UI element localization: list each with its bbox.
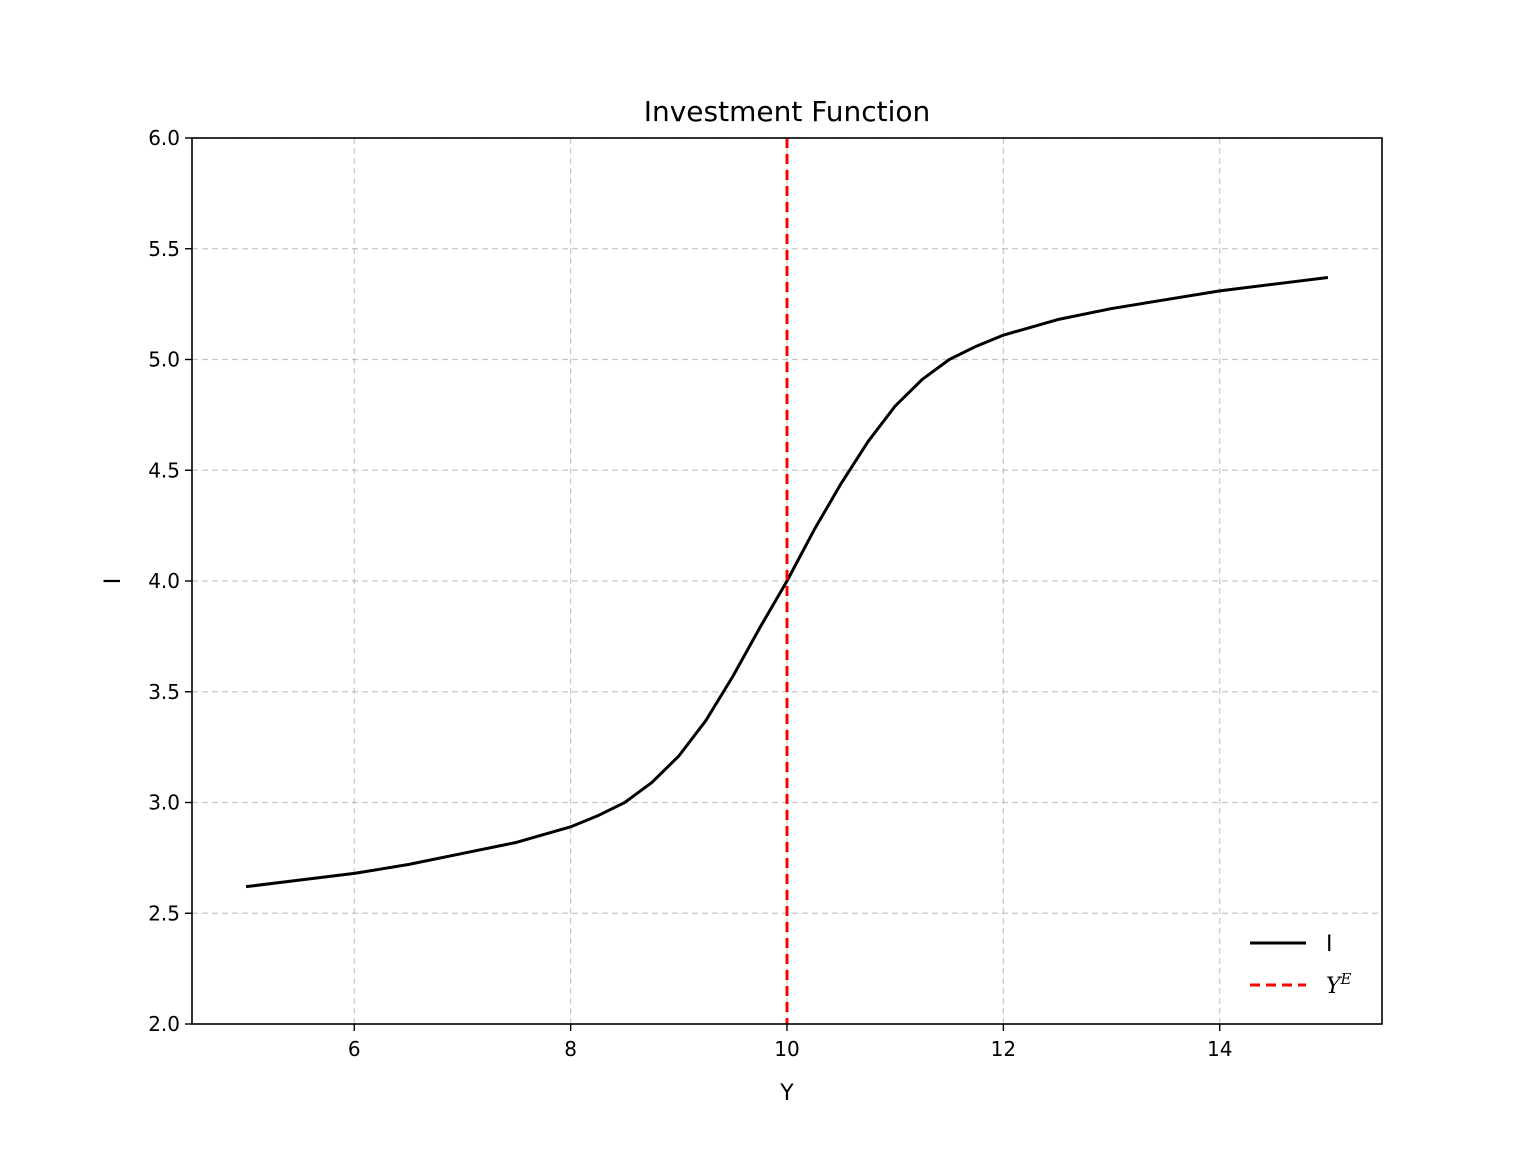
series-line-i	[245, 276, 1329, 889]
legend-label-i: I	[1326, 932, 1333, 957]
y-tick-label: 5.0	[148, 348, 180, 372]
x-tick-label: 14	[1207, 1037, 1232, 1061]
chart-title: Investment Function	[644, 95, 931, 128]
legend: I YE	[1250, 932, 1352, 999]
y-tick-label: 2.5	[148, 901, 180, 925]
y-tick-label: 4.0	[148, 569, 180, 593]
y-tick-label: 4.5	[148, 458, 180, 482]
x-tick-label: 10	[774, 1037, 799, 1061]
x-tick-label: 6	[348, 1037, 361, 1061]
ticks: 6 8 10 12 14 2.0 2.5 3.0 3.5 4.0 4.5 5.0 5.5 6.0	[148, 126, 1232, 1061]
legend-label-ye-base: Y	[1326, 974, 1343, 999]
y-tick-label: 3.5	[148, 680, 180, 704]
y-axis-label: I	[101, 578, 126, 585]
x-axis-label: Y	[779, 1081, 794, 1106]
y-tick-label: 2.0	[148, 1012, 180, 1036]
x-tick-label: 12	[991, 1037, 1016, 1061]
y-tick-label: 5.5	[148, 237, 180, 261]
legend-label-ye-sup: E	[1340, 970, 1352, 988]
y-tick-label: 6.0	[148, 126, 180, 150]
x-tick-label: 8	[564, 1037, 577, 1061]
plot-data	[245, 138, 1329, 1024]
y-tick-label: 3.0	[148, 791, 180, 815]
legend-label-ye: YE	[1326, 970, 1352, 999]
